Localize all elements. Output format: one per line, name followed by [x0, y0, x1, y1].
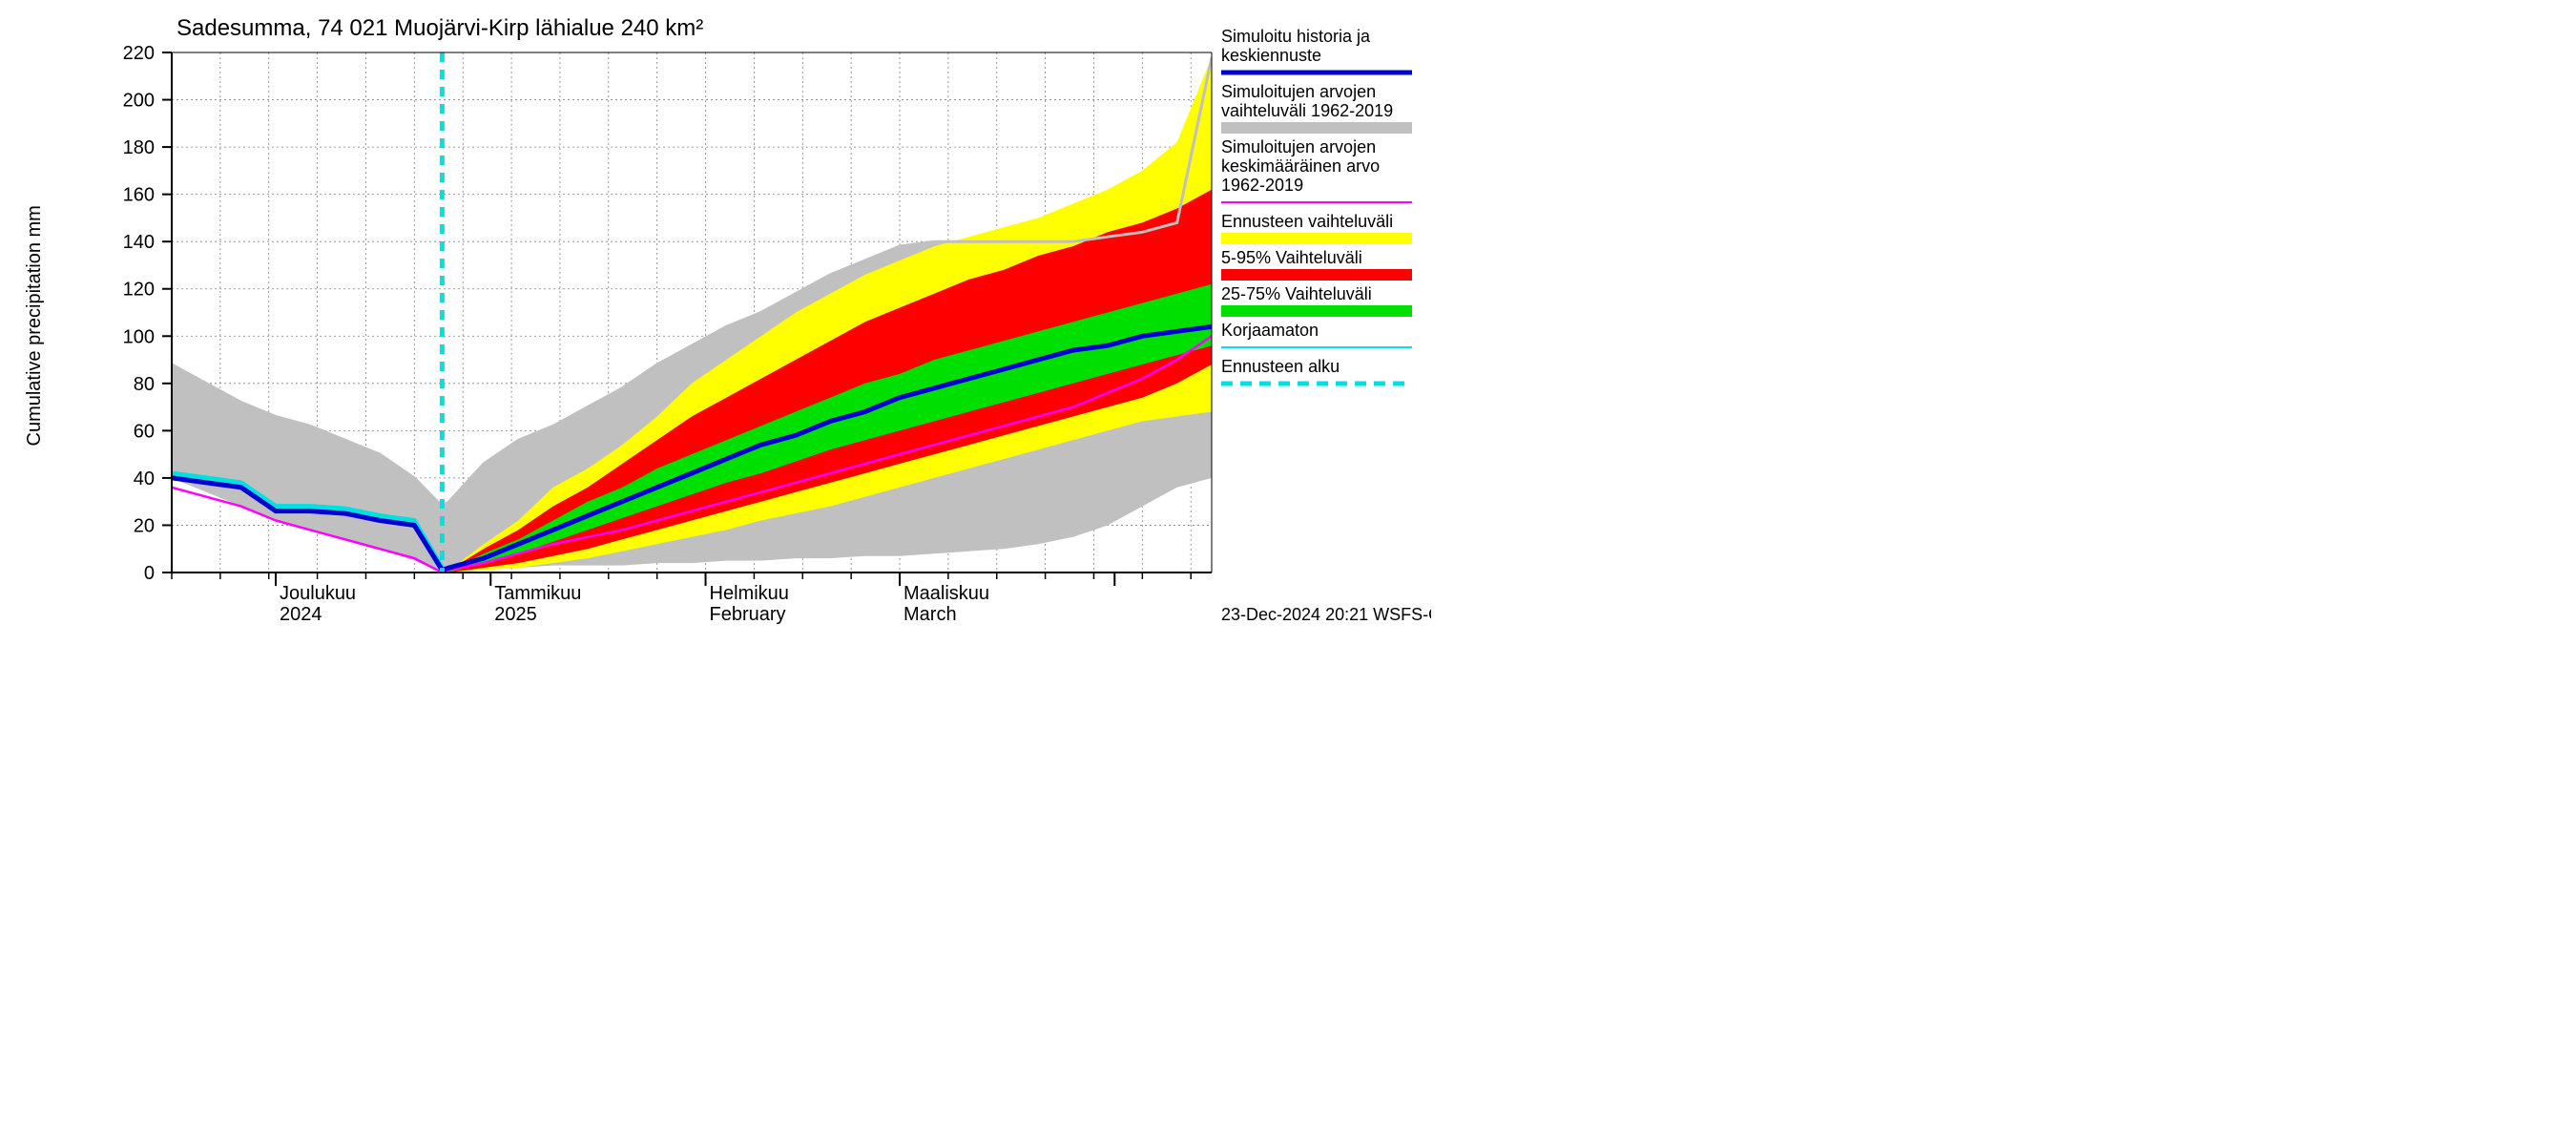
y-tick-label: 60 — [134, 421, 155, 442]
y-axis-title: Cumulative precipitation mm — [24, 205, 45, 446]
x-month-sublabel: February — [710, 604, 786, 625]
legend-label: Ennusteen alku — [1221, 357, 1340, 376]
legend-label: 25-75% Vaihteluväli — [1221, 284, 1372, 303]
legend-label: Simuloitu historia ja — [1221, 27, 1371, 46]
legend-label: vaihteluväli 1962-2019 — [1221, 101, 1393, 120]
legend-label: Ennusteen vaihteluväli — [1221, 212, 1393, 231]
y-tick-label: 40 — [134, 468, 155, 489]
x-month-label: Joulukuu — [280, 583, 356, 604]
x-month-label: Maaliskuu — [904, 583, 989, 604]
y-tick-label: 220 — [123, 43, 155, 64]
legend-label: Simuloitujen arvojen — [1221, 82, 1376, 101]
x-month-label: Helmikuu — [710, 583, 789, 604]
x-month-sublabel: March — [904, 604, 957, 625]
y-tick-label: 100 — [123, 326, 155, 347]
y-tick-label: 0 — [144, 563, 155, 584]
legend-label: 1962-2019 — [1221, 176, 1303, 195]
legend-label: Korjaamaton — [1221, 321, 1319, 340]
chart-container: 020406080100120140160180200220Joulukuu20… — [0, 0, 1431, 636]
legend: Simuloitu historia jakeskiennuste Simuloi… — [1221, 27, 1412, 384]
x-month-sublabel: 2025 — [494, 604, 537, 625]
chart-title: Sadesumma, 74 021 Muojärvi-Kirp lähialue… — [177, 15, 703, 41]
legend-label: Simuloitujen arvojen — [1221, 137, 1376, 156]
bands — [172, 57, 1212, 572]
legend-label: keskimääräinen arvo — [1221, 156, 1380, 176]
legend-label: keskiennuste — [1221, 46, 1321, 65]
chart-footer: 23-Dec-2024 20:21 WSFS-O — [1221, 605, 1431, 624]
precipitation-chart: 020406080100120140160180200220Joulukuu20… — [0, 0, 1431, 636]
y-tick-label: 140 — [123, 232, 155, 253]
legend-label: 5-95% Vaihteluväli — [1221, 248, 1362, 267]
y-tick-label: 180 — [123, 137, 155, 158]
y-tick-label: 20 — [134, 515, 155, 536]
x-month-label: Tammikuu — [494, 583, 581, 604]
y-tick-label: 160 — [123, 185, 155, 206]
y-tick-label: 200 — [123, 91, 155, 112]
y-tick-label: 120 — [123, 280, 155, 301]
y-tick-label: 80 — [134, 374, 155, 395]
x-month-sublabel: 2024 — [280, 604, 322, 625]
